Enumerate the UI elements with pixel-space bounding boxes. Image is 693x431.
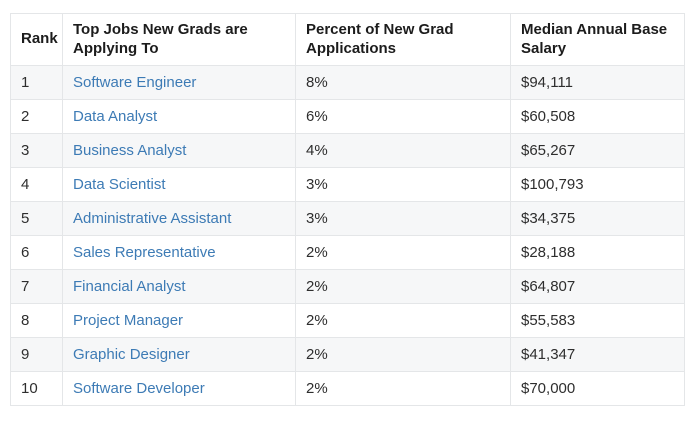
salary-cell: $100,793 xyxy=(510,167,685,202)
rank-cell: 7 xyxy=(10,269,63,304)
col-header-rank: Rank xyxy=(10,13,63,66)
rank-cell: 1 xyxy=(10,65,63,100)
table-header: Rank Top Jobs New Grads are Applying To … xyxy=(10,13,685,66)
job-cell: Administrative Assistant xyxy=(62,201,296,236)
percent-cell: 2% xyxy=(295,269,511,304)
table-row: 2 Data Analyst 6% $60,508 xyxy=(10,99,685,134)
job-link[interactable]: Project Manager xyxy=(73,312,184,329)
job-link[interactable]: Graphic Designer xyxy=(73,346,190,363)
job-cell: Data Analyst xyxy=(62,99,296,134)
rank-cell: 10 xyxy=(10,371,63,406)
salary-cell: $60,508 xyxy=(510,99,685,134)
percent-cell: 3% xyxy=(295,167,511,202)
percent-cell: 4% xyxy=(295,133,511,168)
job-link[interactable]: Software Engineer xyxy=(73,74,197,91)
table-row: 5 Administrative Assistant 3% $34,375 xyxy=(10,201,685,236)
table-row: 6 Sales Representative 2% $28,188 xyxy=(10,235,685,270)
table-row: 3 Business Analyst 4% $65,267 xyxy=(10,133,685,168)
salary-cell: $94,111 xyxy=(510,65,685,100)
salary-cell: $55,583 xyxy=(510,303,685,338)
percent-cell: 2% xyxy=(295,303,511,338)
jobs-table-container: Rank Top Jobs New Grads are Applying To … xyxy=(10,13,685,406)
col-header-job: Top Jobs New Grads are Applying To xyxy=(62,13,296,66)
rank-cell: 6 xyxy=(10,235,63,270)
job-cell: Business Analyst xyxy=(62,133,296,168)
top-jobs-table: Rank Top Jobs New Grads are Applying To … xyxy=(10,13,685,406)
job-link[interactable]: Administrative Assistant xyxy=(73,210,232,227)
percent-cell: 3% xyxy=(295,201,511,236)
job-cell: Graphic Designer xyxy=(62,337,296,372)
table-row: 9 Graphic Designer 2% $41,347 xyxy=(10,337,685,372)
table-row: 4 Data Scientist 3% $100,793 xyxy=(10,167,685,202)
job-link[interactable]: Software Developer xyxy=(73,380,205,397)
table-row: 8 Project Manager 2% $55,583 xyxy=(10,303,685,338)
job-link[interactable]: Data Analyst xyxy=(73,108,158,125)
salary-cell: $70,000 xyxy=(510,371,685,406)
header-row: Rank Top Jobs New Grads are Applying To … xyxy=(10,13,685,66)
job-cell: Data Scientist xyxy=(62,167,296,202)
job-cell: Project Manager xyxy=(62,303,296,338)
salary-cell: $41,347 xyxy=(510,337,685,372)
job-link[interactable]: Business Analyst xyxy=(73,142,187,159)
salary-cell: $64,807 xyxy=(510,269,685,304)
percent-cell: 8% xyxy=(295,65,511,100)
col-header-salary: Median Annual Base Salary xyxy=(510,13,685,66)
table-row: 7 Financial Analyst 2% $64,807 xyxy=(10,269,685,304)
table-row: 10 Software Developer 2% $70,000 xyxy=(10,371,685,406)
col-header-percent: Percent of New Grad Applications xyxy=(295,13,511,66)
job-cell: Software Developer xyxy=(62,371,296,406)
job-cell: Sales Representative xyxy=(62,235,296,270)
job-cell: Financial Analyst xyxy=(62,269,296,304)
rank-cell: 4 xyxy=(10,167,63,202)
job-cell: Software Engineer xyxy=(62,65,296,100)
job-link[interactable]: Sales Representative xyxy=(73,244,216,261)
job-link[interactable]: Financial Analyst xyxy=(73,278,186,295)
rank-cell: 2 xyxy=(10,99,63,134)
rank-cell: 5 xyxy=(10,201,63,236)
rank-cell: 8 xyxy=(10,303,63,338)
percent-cell: 6% xyxy=(295,99,511,134)
table-body: 1 Software Engineer 8% $94,111 2 Data An… xyxy=(10,65,685,406)
salary-cell: $65,267 xyxy=(510,133,685,168)
percent-cell: 2% xyxy=(295,371,511,406)
salary-cell: $28,188 xyxy=(510,235,685,270)
rank-cell: 9 xyxy=(10,337,63,372)
job-link[interactable]: Data Scientist xyxy=(73,176,166,193)
rank-cell: 3 xyxy=(10,133,63,168)
percent-cell: 2% xyxy=(295,337,511,372)
salary-cell: $34,375 xyxy=(510,201,685,236)
percent-cell: 2% xyxy=(295,235,511,270)
table-row: 1 Software Engineer 8% $94,111 xyxy=(10,65,685,100)
